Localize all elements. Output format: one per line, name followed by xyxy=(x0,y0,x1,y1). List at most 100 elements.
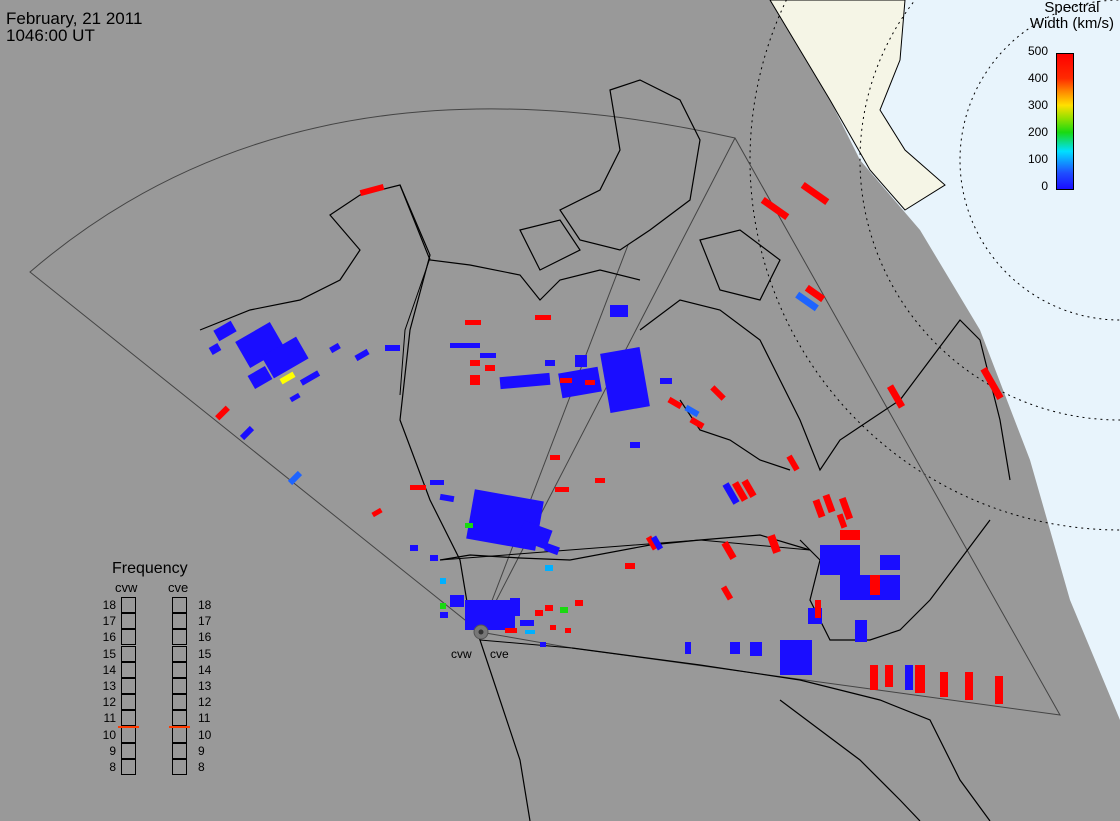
frequency-cell xyxy=(121,597,136,613)
echo-cells xyxy=(208,182,1004,704)
frequency-cell xyxy=(172,613,187,630)
echo-cell xyxy=(721,540,737,561)
echo-cell xyxy=(410,545,418,551)
echo-cell xyxy=(485,365,495,371)
echo-cell xyxy=(535,610,543,616)
echo-cell xyxy=(731,481,749,502)
colorbar-tick: 300 xyxy=(1027,98,1048,112)
echo-cell xyxy=(287,470,303,486)
frequency-cell xyxy=(172,759,187,775)
echo-cell xyxy=(465,523,473,528)
echo-cell xyxy=(545,360,555,366)
frequency-cell xyxy=(121,613,136,630)
echo-cell xyxy=(215,405,230,421)
echo-cell xyxy=(465,600,515,630)
echo-cell xyxy=(905,665,913,690)
echo-cell xyxy=(299,370,321,386)
echo-cell xyxy=(239,425,255,441)
frequency-cell xyxy=(172,742,187,759)
echo-cell xyxy=(465,320,481,325)
echo-cell xyxy=(645,535,659,551)
coastlines xyxy=(199,79,1011,821)
frequency-cell xyxy=(121,742,136,759)
site-label-cvw: cvw xyxy=(451,647,472,661)
echo-cell xyxy=(689,416,705,430)
echo-cell xyxy=(722,482,740,505)
frequency-tick: 13 xyxy=(102,679,116,693)
field-of-view xyxy=(29,108,1061,716)
echo-cell xyxy=(545,605,553,611)
echo-cell xyxy=(870,665,878,690)
echo-cell xyxy=(710,385,726,401)
echo-cell xyxy=(625,563,635,569)
colorbar-tick: 400 xyxy=(1027,71,1048,85)
echo-cell xyxy=(575,600,583,606)
echo-cell xyxy=(525,630,535,634)
frequency-tick: 12 xyxy=(102,695,116,710)
echo-cell xyxy=(886,384,906,409)
echo-cell xyxy=(560,378,572,383)
echo-cell xyxy=(410,485,426,490)
frequency-cell xyxy=(121,759,136,775)
echo-cell xyxy=(354,348,370,362)
current-frequency-marker xyxy=(118,726,139,729)
echo-cell xyxy=(767,534,781,554)
echo-cell xyxy=(550,455,560,460)
frequency-tick: 11 xyxy=(198,711,211,726)
frequency-cell xyxy=(121,678,136,694)
echo-cell xyxy=(870,575,880,595)
frequency-cell xyxy=(172,726,187,743)
frequency-tick: 18 xyxy=(198,598,212,612)
echo-cell xyxy=(208,343,222,355)
echo-cell xyxy=(836,513,848,529)
echo-cell xyxy=(585,380,595,385)
echo-cell xyxy=(804,284,826,303)
echo-cell xyxy=(470,360,480,366)
echo-cell xyxy=(800,182,830,205)
frequency-cell xyxy=(172,678,187,694)
echo-cell xyxy=(480,353,496,358)
echo-cell xyxy=(575,355,587,367)
current-frequency-marker xyxy=(169,726,190,729)
colorbar-tick: 0 xyxy=(1041,179,1048,193)
frequency-tick: 17 xyxy=(198,614,212,629)
echo-cell xyxy=(505,628,517,633)
frequency-cell xyxy=(172,694,187,711)
echo-cell xyxy=(795,291,819,312)
echo-cell xyxy=(855,620,867,642)
frequency-tick: 11 xyxy=(103,711,116,726)
frequency-tick: 14 xyxy=(198,662,212,677)
frequency-cell xyxy=(172,710,187,727)
echo-cell xyxy=(235,322,285,368)
echo-cell xyxy=(820,545,860,575)
echo-cell xyxy=(720,585,734,601)
site-label-cve: cve xyxy=(490,647,509,661)
frequency-title: Frequency xyxy=(112,560,188,577)
echo-cell xyxy=(595,478,605,483)
frequency-tick: 9 xyxy=(109,743,116,758)
echo-cell xyxy=(684,404,700,418)
echo-cell xyxy=(279,371,296,385)
echo-cell xyxy=(880,555,900,570)
colorbar-title-line2: Width (km/s) xyxy=(1029,15,1114,32)
echo-cell xyxy=(499,372,551,390)
echo-cell xyxy=(840,530,860,540)
frequency-tick: 17 xyxy=(102,614,116,629)
frequency-tick: 15 xyxy=(102,646,116,661)
echo-cell xyxy=(980,367,1004,400)
frequency-tick: 15 xyxy=(198,646,212,661)
echo-cell xyxy=(965,672,973,700)
echo-cell xyxy=(600,346,650,414)
date-label: February, 21 2011 xyxy=(6,9,143,28)
echo-cell xyxy=(650,535,664,551)
echo-cell xyxy=(213,320,237,342)
echo-cell xyxy=(558,366,602,399)
echo-cell xyxy=(812,498,826,519)
time-label: 1046:00 UT xyxy=(6,26,95,45)
frequency-cell xyxy=(121,710,136,727)
frequency-cell xyxy=(172,597,187,613)
echo-cell xyxy=(667,396,683,410)
echo-cell xyxy=(329,342,341,354)
echo-cell xyxy=(995,676,1003,704)
